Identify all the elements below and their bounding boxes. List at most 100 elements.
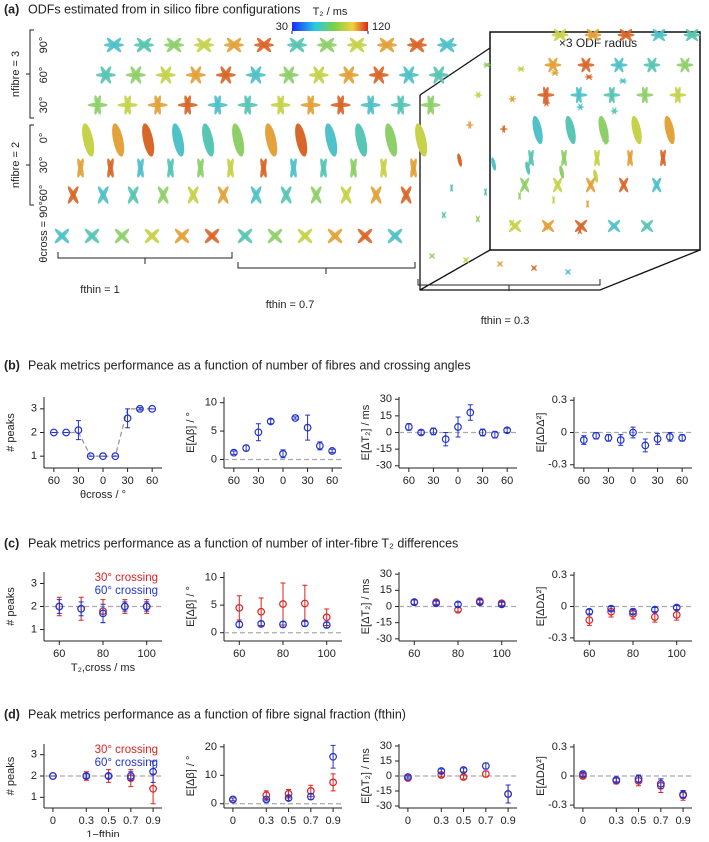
odf-glyph [429,253,435,259]
point [629,428,637,437]
odf-glyph [117,102,138,108]
odf-glyph [327,228,343,244]
point [229,795,237,804]
error-bar [642,438,648,453]
point [235,603,244,612]
odf-glyph [643,63,661,67]
panel-label: (a) [4,2,19,16]
odf-glyph [420,102,441,108]
error-bar [433,600,439,606]
odf-glyph [607,219,621,233]
odf-glyph [619,177,629,193]
point [126,772,135,780]
point [404,423,413,431]
y-tick-label: 0 [561,426,567,438]
point [672,603,681,612]
x-tick-label: 80 [97,648,109,660]
point [650,605,659,614]
point [629,607,637,616]
x-tick-label: 60 [403,475,415,487]
x-tick-label: 60 [408,648,420,660]
odf-glyph [520,177,530,193]
point [490,430,499,439]
x-tick-label: 100 [138,648,156,660]
odf-glyph [164,42,184,48]
x-tick-label: 0 [280,475,286,487]
row-label: 60° [38,67,50,84]
odf-glyph [574,219,588,233]
legend-entry: 60° crossing [95,757,158,769]
y-tick-label: 0 [386,600,392,612]
odf-glyph [204,228,220,244]
error-bar [467,404,473,421]
point [242,444,251,453]
bracket [237,262,416,274]
odf-glyph [265,123,278,157]
x-tick-label: 0.9 [145,815,160,827]
point [641,441,650,450]
point [257,619,266,628]
point [279,620,287,629]
point [579,436,588,444]
y-tick-label: -30 [376,460,392,472]
error-bar [83,773,89,779]
odf-glyph [194,42,214,48]
point [99,609,107,618]
odf-glyph [400,186,412,204]
odf-glyph [398,72,419,78]
odf-glyph [368,72,389,78]
y-tick-label: 10 [205,571,217,583]
point [616,436,625,444]
odf-glyph [237,228,253,244]
odf-glyph [197,158,204,178]
error-bar [302,584,308,623]
x-axis-label: θcross / ° [80,489,126,501]
y-tick-label: 30 [380,393,392,405]
odf-glyph [584,33,602,37]
point [254,428,263,437]
point [322,621,331,629]
y-tick-label: 15 [380,755,392,767]
group-label: fthin = 0.7 [266,299,315,311]
point [478,428,487,437]
x-tick-label: 0.3 [434,815,449,827]
point [99,452,107,461]
odf-glyph [565,115,576,145]
odf-glyph [483,64,491,66]
y-tick-label: 0 [211,453,217,465]
reference-curve [53,408,153,457]
y-tick-label: 0 [211,798,217,810]
error-bar [674,604,680,611]
error-bar [330,744,336,769]
odf-glyph [561,149,567,167]
odf-glyph [552,196,555,204]
error-bar [455,416,461,438]
odf-glyph [157,186,169,204]
odf-glyph [553,177,563,193]
point [86,452,95,461]
point [466,408,475,417]
y-tick-label: -15 [376,617,392,629]
odf-glyph [484,188,487,196]
x-tick-label: 0.5 [101,815,116,827]
odf-glyph [77,158,84,178]
x-tick-label: 60 [228,475,240,487]
odf-glyph [232,123,245,157]
odf-glyph [237,102,258,108]
point [410,598,419,607]
row-label: 30° [38,97,50,114]
error-bar [100,603,106,624]
odf-glyph [475,215,480,223]
odf-glyph [87,102,108,108]
colorbar [292,22,368,31]
point [459,766,468,774]
x-tick-label: 30 [651,475,663,487]
point [653,435,662,443]
odf-glyph [338,72,359,78]
x-tick-label: 0.7 [123,815,138,827]
odf-glyph [577,227,582,235]
x-tick-label: 0.7 [303,815,318,827]
odf-glyph [491,157,497,171]
x-tick-label: 30 [72,475,84,487]
odf-glyph [317,42,337,48]
